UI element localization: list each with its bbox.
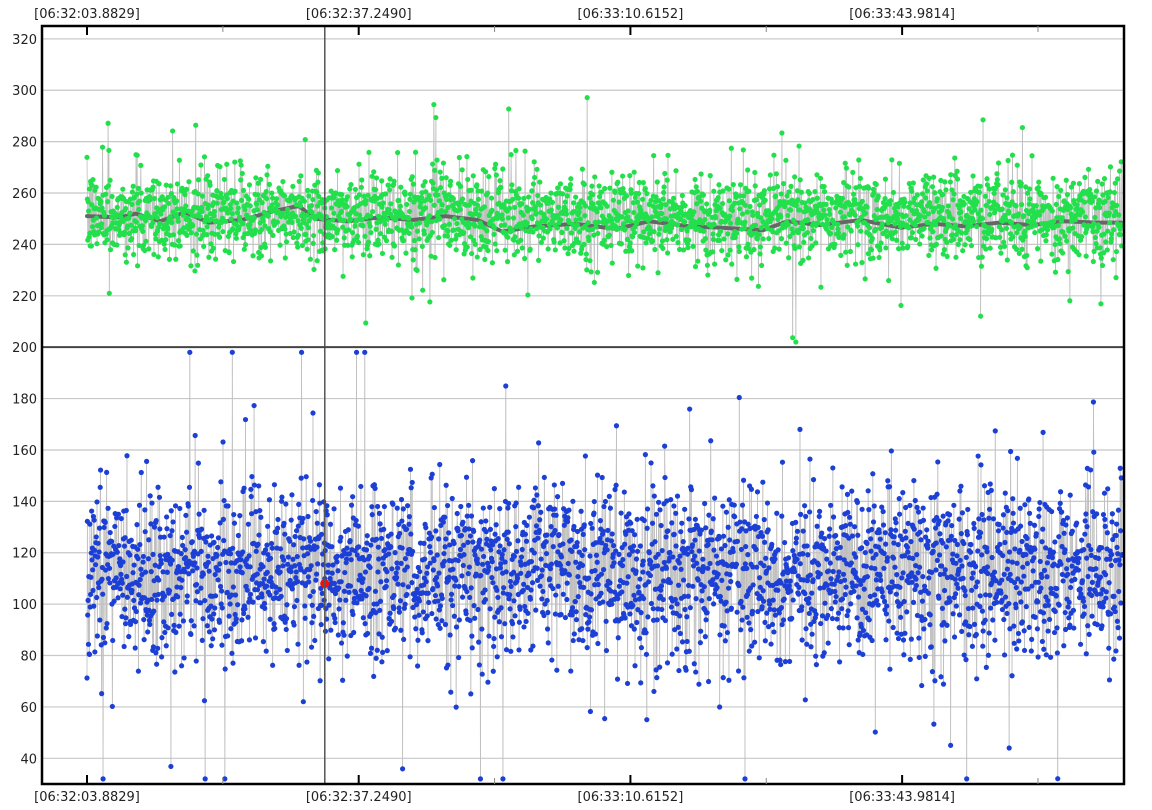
timeseries-chart[interactable]: 4060801001201401601802002202402602803003… bbox=[0, 0, 1152, 810]
chart-root: 40 60 80 100 120 140 160 180 200 220 240 260 280 300 3… bbox=[0, 0, 1152, 810]
